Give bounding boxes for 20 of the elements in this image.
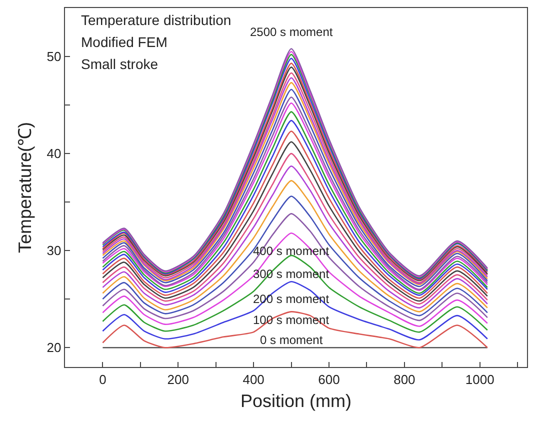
x-tick-label: 1000 — [465, 372, 494, 387]
y-tick-label: 50 — [46, 49, 62, 64]
line-series — [102, 254, 488, 333]
annotation: Small stroke — [81, 56, 158, 72]
line-series — [102, 311, 488, 348]
annotation: Temperature distribution — [81, 12, 232, 28]
x-axis-title: Position (mm) — [240, 390, 352, 411]
y-tick-label: 40 — [46, 146, 62, 162]
x-tick-label: 800 — [394, 372, 416, 387]
y-tick-label: 20 — [46, 340, 62, 356]
line-series — [102, 232, 488, 327]
y-tick-label: 30 — [46, 243, 62, 258]
x-tick-label: 400 — [242, 372, 264, 387]
x-tick-label: 600 — [318, 372, 340, 387]
annotation: 0 s moment — [260, 333, 324, 347]
y-axis-title: Temperature(℃) — [15, 122, 36, 254]
x-tick-label: 200 — [167, 372, 189, 387]
annotation: 2500 s moment — [250, 25, 334, 39]
annotation: Modified FEM — [81, 34, 168, 50]
x-tick-label: 0 — [99, 372, 106, 387]
